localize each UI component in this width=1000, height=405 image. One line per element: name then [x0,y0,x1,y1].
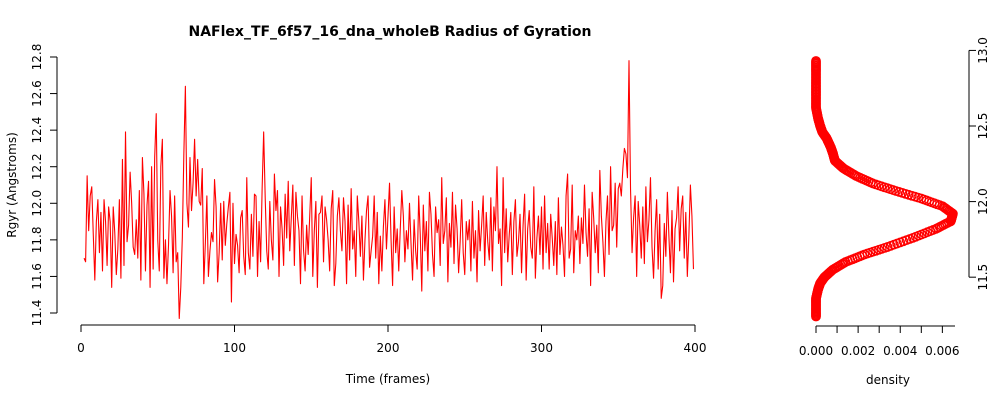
density-y-tick-label: 13.0 [976,37,990,64]
density-x-tick-label: 0.002 [841,344,875,358]
density-y-tick-label: 12.5 [976,113,990,140]
x-tick-label: 0 [77,341,85,355]
rgyr-time-series-plot: 0 100 200 300 400 11.4 11.6 11.8 12.0 12.2 12.4 12.… [30,44,706,355]
y-axis-title: Rgyr (Angstroms) [5,132,19,238]
rgyr-density-plot: 0.000 0.002 0.004 0.006 11.5 12.0 12.5 13.0 [799,37,990,358]
density-x-tick-label: 0.004 [883,344,917,358]
y-tick-label: 12.4 [30,117,44,144]
y-tick-label: 11.4 [30,300,44,327]
x-tick-label: 300 [530,341,553,355]
y-tick-label: 12.2 [30,153,44,180]
x-axis-title: Time (frames) [345,372,430,386]
density-point [811,56,821,66]
y-tick-label: 12.6 [30,80,44,107]
x-tick-label: 400 [684,341,707,355]
density-point [940,203,950,213]
density-x-tick-label: 0.006 [925,344,959,358]
y-tick-label: 11.8 [30,226,44,253]
chart-title: NAFlex_TF_6f57_16_dna_wholeB Radius of G… [189,24,592,40]
x-tick-label: 200 [377,341,400,355]
density-y-tick-label: 12.0 [976,188,990,215]
x-tick-label: 100 [223,341,246,355]
y-tick-label: 12.0 [30,190,44,217]
y-tick-label: 11.6 [30,263,44,290]
density-x-tick-label: 0.000 [799,344,833,358]
rgyr-series-line [83,60,695,320]
density-y-tick-label: 11.5 [976,264,990,291]
density-x-axis-title: density [866,373,910,387]
y-tick-label: 12.8 [30,44,44,71]
